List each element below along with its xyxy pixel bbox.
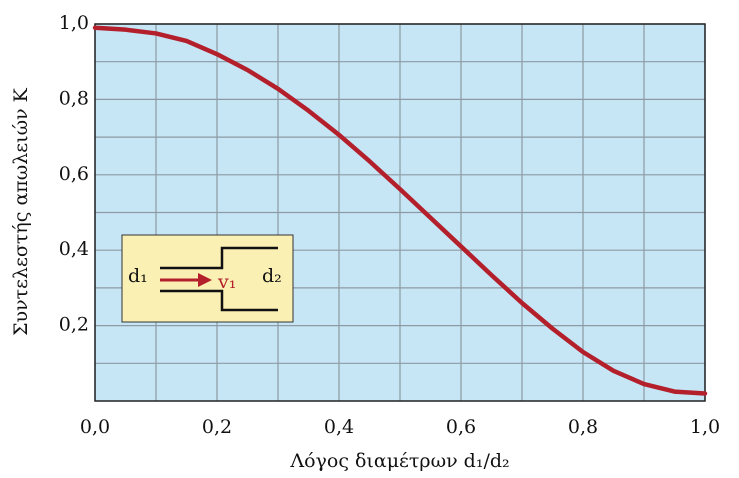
pipe-outline (160, 246, 278, 312)
y-tick-label: 0,2 (59, 314, 89, 336)
x-tick-label: 0,6 (446, 416, 476, 438)
inset: d₁ v₁ d₂ (121, 234, 294, 323)
arrow-head (198, 273, 212, 287)
y-tick-label: 0,6 (59, 163, 89, 185)
x-axis-label: Λόγος διαμέτρων d₁/d₂ (289, 450, 509, 472)
y-tick-label: 0,4 (59, 238, 89, 260)
data-line (92, 25, 708, 396)
y-tick-label: 0,8 (59, 87, 89, 109)
plot-frame (94, 23, 706, 402)
x-tick-label: 0,0 (80, 416, 110, 438)
outlet-label: d₂ (262, 265, 282, 287)
lines (92, 25, 708, 396)
x-tick-label: 0,8 (568, 416, 598, 438)
x-tick-label: 1,0 (690, 416, 720, 438)
x-tick-label: 0,2 (202, 416, 232, 438)
inlet-label: d₁ (128, 265, 148, 287)
x-tick-label: 0,4 (324, 416, 354, 438)
y-tick-label: 1,0 (59, 12, 89, 34)
y-axis-label: Συντελεστής απωλειών K (10, 87, 32, 336)
inset-box (121, 234, 294, 323)
velocity-label: v₁ (217, 271, 236, 293)
